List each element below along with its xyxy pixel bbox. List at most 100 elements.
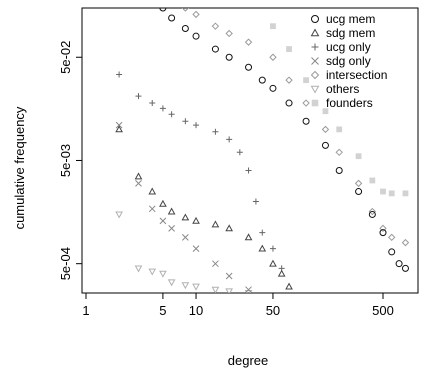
data-point: [270, 23, 276, 30]
legend-item: ucg only: [311, 40, 371, 54]
data-point: [379, 229, 387, 237]
data-point: [134, 265, 143, 273]
data-point: [388, 248, 396, 256]
data-point: [321, 141, 329, 149]
data-point: [211, 45, 219, 53]
data-point: [159, 270, 167, 278]
legend-label: ucg mem: [326, 12, 375, 26]
legend-item: founders: [311, 96, 373, 110]
data-point: [167, 279, 176, 287]
legend-label: others: [326, 82, 359, 96]
legend-marker: [311, 43, 319, 51]
data-point: [355, 153, 362, 160]
data-point: [236, 149, 243, 156]
data-point: [182, 233, 189, 241]
data-point: [336, 126, 343, 133]
data-point: [335, 148, 343, 157]
data-point: [302, 99, 310, 107]
data-point: [244, 38, 253, 46]
series-others: [115, 211, 253, 293]
legend-item: intersection: [310, 68, 387, 82]
data-point: [395, 260, 403, 268]
legend-label: intersection: [326, 68, 387, 82]
data-point: [401, 238, 410, 247]
data-point: [252, 198, 259, 205]
data-point: [211, 22, 220, 30]
data-point: [277, 269, 286, 277]
data-point: [149, 100, 156, 107]
data-point: [159, 8, 167, 12]
data-point: [135, 93, 142, 100]
data-point: [181, 24, 189, 32]
data-point: [159, 199, 167, 207]
data-point: [192, 283, 200, 291]
data-point: [193, 122, 200, 129]
series-sdg-mem: [115, 125, 293, 290]
data-point: [225, 29, 233, 38]
data-point: [192, 245, 200, 252]
data-point: [244, 233, 253, 241]
data-point: [211, 220, 220, 228]
series-intersection: [169, 0, 410, 247]
data-point: [169, 0, 175, 3]
data-point: [225, 53, 233, 61]
legend-marker: [310, 85, 320, 94]
legend-label: ucg only: [326, 40, 371, 54]
data-point: [225, 224, 234, 232]
data-point: [168, 111, 175, 118]
data-point: [159, 217, 167, 225]
x-tick-label: 50: [266, 303, 280, 318]
data-point: [192, 32, 200, 40]
data-point: [181, 8, 190, 12]
legend-item: sdg only: [311, 54, 371, 68]
y-tick-label: 5e-03: [58, 144, 73, 177]
legend-label: founders: [326, 96, 373, 110]
data-point: [269, 245, 276, 252]
data-point: [285, 99, 293, 107]
data-point: [225, 272, 233, 280]
data-point: [245, 63, 253, 71]
series-ucg-only: [116, 71, 285, 272]
data-point: [135, 180, 142, 187]
data-point: [245, 286, 252, 293]
legend-marker: [311, 99, 319, 107]
data-point: [401, 264, 409, 272]
data-point: [302, 117, 310, 125]
legend-marker: [311, 15, 319, 23]
data-point: [148, 268, 157, 276]
data-point: [245, 167, 252, 174]
data-point: [168, 224, 175, 232]
data-point: [167, 207, 176, 215]
data-point: [192, 216, 200, 224]
x-tick-label: 5: [159, 303, 166, 318]
data-point: [269, 259, 277, 267]
series-layer: [115, 0, 410, 293]
data-point: [212, 128, 219, 135]
x-tick-label: 1: [82, 303, 89, 318]
series-ucg-mem: [159, 8, 409, 272]
data-point: [148, 205, 156, 213]
data-point: [269, 53, 277, 61]
data-point: [259, 229, 266, 236]
data-point: [159, 105, 166, 112]
data-point: [226, 136, 233, 143]
legend-marker: [310, 28, 320, 37]
data-point: [116, 71, 123, 78]
data-point: [115, 211, 123, 219]
y-tick-label: 5e-04: [58, 247, 73, 280]
data-point: [269, 84, 277, 92]
data-point: [321, 125, 330, 134]
data-point: [181, 282, 190, 290]
data-point: [148, 187, 157, 195]
legend-marker: [310, 70, 320, 80]
data-point: [388, 233, 396, 242]
data-point: [380, 188, 386, 195]
legend-item: ucg mem: [311, 12, 375, 26]
x-axis-title: degree: [228, 353, 268, 368]
data-point: [134, 172, 143, 180]
data-point: [115, 125, 123, 133]
data-point: [379, 224, 387, 233]
